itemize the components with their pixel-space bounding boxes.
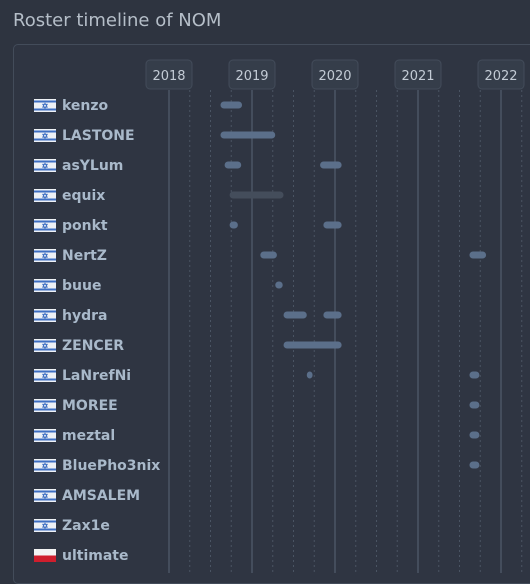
- player-name[interactable]: LaNrefNi: [62, 368, 131, 384]
- player-row: buue: [34, 278, 283, 294]
- israel-flag-icon: [34, 429, 56, 442]
- roster-stint-bar[interactable]: [469, 251, 487, 259]
- roster-stint-bar[interactable]: [283, 311, 307, 319]
- israel-flag-icon: [34, 159, 56, 172]
- year-label-2018: 2018: [145, 59, 193, 90]
- year-label-text: 2018: [152, 69, 185, 84]
- year-label-2021: 2021: [394, 59, 442, 90]
- roster-stint-bar[interactable]: [229, 221, 238, 229]
- israel-flag-icon: [34, 279, 56, 292]
- roster-stint-bar[interactable]: [283, 341, 342, 349]
- player-name[interactable]: BluePho3nix: [62, 458, 160, 474]
- player-name[interactable]: ultimate: [62, 548, 128, 564]
- player-name[interactable]: NertZ: [62, 248, 107, 264]
- poland-flag-icon: [34, 549, 56, 562]
- year-label-2020: 2020: [311, 59, 359, 90]
- player-row: MOREE: [34, 398, 480, 414]
- player-row: asYLum: [34, 158, 342, 174]
- player-row: kenzo: [34, 98, 243, 114]
- roster-stint-bar[interactable]: [220, 131, 276, 139]
- player-row: NertZ: [34, 248, 487, 264]
- player-name[interactable]: MOREE: [62, 398, 118, 414]
- roster-stint-bar[interactable]: [469, 431, 480, 439]
- player-name[interactable]: LASTONE: [62, 128, 135, 144]
- player-rows: kenzo LASTONE asYLum equix ponkt NertZ buue hyd…: [34, 98, 487, 564]
- player-name[interactable]: hydra: [62, 308, 107, 324]
- israel-flag-icon: [34, 489, 56, 502]
- player-name[interactable]: buue: [62, 278, 101, 294]
- year-label-text: 2020: [318, 69, 351, 84]
- israel-flag-icon: [34, 189, 56, 202]
- player-name[interactable]: AMSALEM: [62, 488, 140, 504]
- israel-flag-icon: [34, 399, 56, 412]
- roster-stint-bar[interactable]: [220, 101, 243, 109]
- year-label-box: [477, 59, 525, 90]
- israel-flag-icon: [34, 249, 56, 262]
- roster-stint-bar[interactable]: [469, 371, 480, 379]
- roster-stint-bar[interactable]: [469, 401, 480, 409]
- year-label-2022: 2022: [477, 59, 525, 90]
- year-label-text: 2022: [484, 69, 517, 84]
- player-row: BluePho3nix: [34, 458, 480, 474]
- player-row: Zax1e: [34, 518, 110, 534]
- year-label-box: [394, 59, 442, 90]
- player-row: LASTONE: [34, 128, 276, 144]
- year-label-box: [145, 59, 193, 90]
- year-label-box: [311, 59, 359, 90]
- roster-stint-bar[interactable]: [260, 251, 277, 259]
- roster-stint-bar[interactable]: [320, 161, 342, 169]
- israel-flag-icon: [34, 219, 56, 232]
- player-name[interactable]: asYLum: [62, 158, 123, 174]
- player-name[interactable]: ponkt: [62, 218, 108, 234]
- player-row: AMSALEM: [34, 488, 140, 504]
- roster-stint-bar[interactable]: [323, 311, 342, 319]
- page-title: Roster timeline of NOM: [13, 10, 222, 31]
- israel-flag-icon: [34, 519, 56, 532]
- player-row: ponkt: [34, 218, 342, 234]
- player-row: ultimate: [34, 548, 128, 564]
- player-row: LaNrefNi: [34, 368, 480, 384]
- player-name[interactable]: ZENCER: [62, 338, 124, 354]
- roster-stint-bar[interactable]: [224, 161, 242, 169]
- roster-stint-bar[interactable]: [323, 221, 342, 229]
- player-name[interactable]: kenzo: [62, 98, 109, 114]
- israel-flag-icon: [34, 369, 56, 382]
- israel-flag-icon: [34, 459, 56, 472]
- roster-stint-bar[interactable]: [469, 461, 480, 469]
- player-name[interactable]: equix: [62, 188, 105, 204]
- player-name[interactable]: Zax1e: [62, 518, 110, 534]
- roster-stint-bar[interactable]: [306, 371, 313, 379]
- year-label-text: 2019: [235, 69, 268, 84]
- player-name[interactable]: meztal: [62, 428, 115, 444]
- year-label-box: [228, 59, 276, 90]
- israel-flag-icon: [34, 339, 56, 352]
- israel-flag-icon: [34, 309, 56, 322]
- israel-flag-icon: [34, 99, 56, 112]
- player-row: ZENCER: [34, 338, 342, 354]
- israel-flag-icon: [34, 129, 56, 142]
- roster-stint-bar[interactable]: [229, 191, 284, 199]
- player-row: meztal: [34, 428, 480, 444]
- year-axis: 2018 2019 2020 2021 2022: [145, 59, 525, 90]
- grid-lines: [168, 90, 523, 573]
- roster-stint-bar[interactable]: [275, 281, 283, 289]
- year-label-2019: 2019: [228, 59, 276, 90]
- player-row: equix: [34, 188, 284, 204]
- player-row: hydra: [34, 308, 342, 324]
- year-label-text: 2021: [401, 69, 434, 84]
